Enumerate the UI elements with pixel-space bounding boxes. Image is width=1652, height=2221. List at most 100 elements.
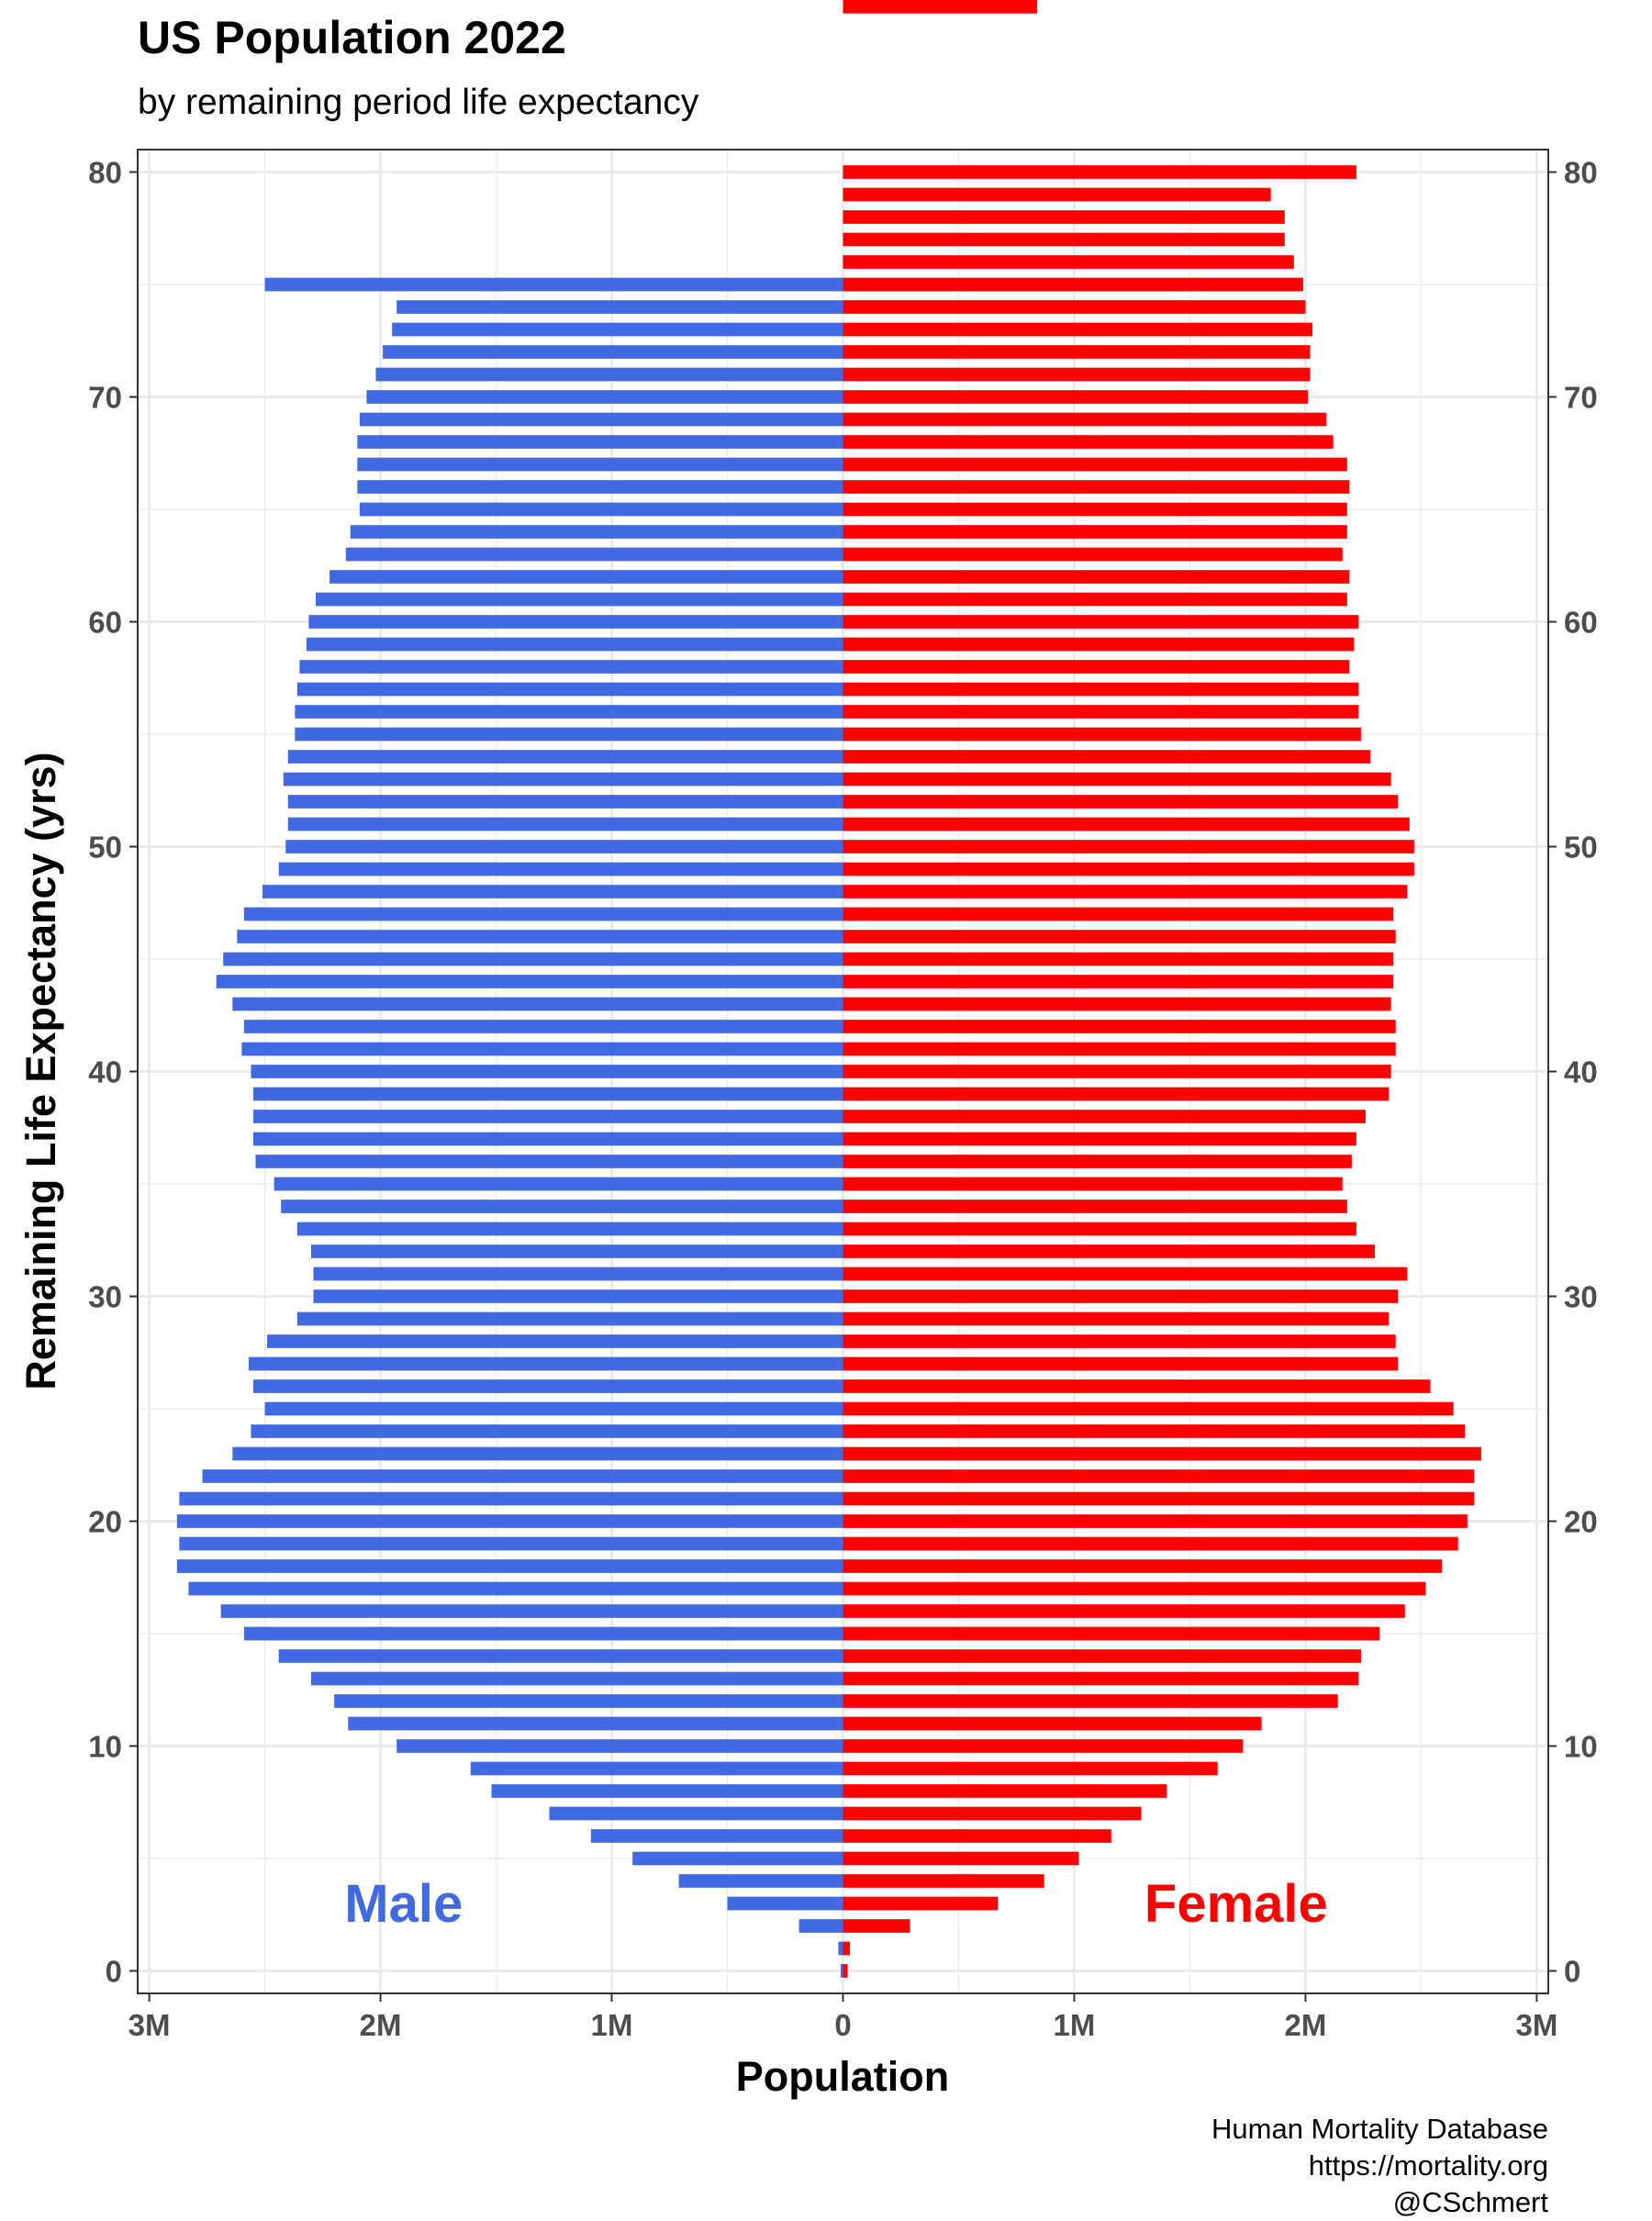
female-bar-51 xyxy=(843,817,1410,831)
male-bar-14 xyxy=(278,1649,843,1663)
female-bar-44 xyxy=(843,975,1394,988)
female-bar-72 xyxy=(843,345,1311,359)
x-tick-label: 3M xyxy=(128,2008,171,2042)
female-bar-54 xyxy=(843,750,1370,764)
male-bar-42 xyxy=(243,1020,843,1033)
female-bar-3 xyxy=(843,1896,999,1911)
male-bar-36 xyxy=(255,1155,843,1168)
female-bar-40 xyxy=(843,1065,1391,1078)
male-bar-59 xyxy=(306,637,843,652)
female-bar-66 xyxy=(843,480,1350,494)
female-bar-71 xyxy=(843,367,1311,382)
male-bar-33 xyxy=(296,1222,843,1236)
male-bar-1 xyxy=(838,1941,843,1956)
female-bar-23 xyxy=(843,1446,1481,1461)
female-bar-79 xyxy=(843,187,1271,202)
female-bar-undefined xyxy=(843,0,1038,14)
female-bar-78 xyxy=(843,210,1285,224)
female-bar-33 xyxy=(843,1222,1356,1236)
female-bar-62 xyxy=(843,570,1350,584)
male-bar-12 xyxy=(334,1694,843,1708)
female-bar-73 xyxy=(843,322,1312,337)
female-bar-10 xyxy=(843,1739,1244,1753)
female-bar-55 xyxy=(843,727,1361,742)
female-bar-2 xyxy=(843,1919,910,1933)
male-bar-63 xyxy=(345,547,843,562)
male-bar-11 xyxy=(348,1716,843,1731)
x-tick-label: 2M xyxy=(1285,2008,1327,2042)
y-axis-left: 0 10 20 30 40 50 60 70 80 xyxy=(88,156,138,1989)
female-bar-57 xyxy=(843,682,1359,697)
y-tick-label-right: 30 xyxy=(1564,1280,1598,1314)
female-bar-5 xyxy=(843,1851,1079,1866)
female-bar-26 xyxy=(843,1379,1431,1393)
x-tick-label: 2M xyxy=(360,2008,402,2042)
male-bar-49 xyxy=(278,862,843,876)
female-bar-38 xyxy=(843,1110,1366,1123)
female-bar-52 xyxy=(843,795,1399,809)
female-bar-59 xyxy=(843,637,1355,652)
female-bar-1 xyxy=(843,1941,851,1956)
male-bar-61 xyxy=(316,592,843,607)
male-bar-0 xyxy=(840,1964,843,1978)
x-axis-title: Population xyxy=(736,2053,949,2100)
male-bar-54 xyxy=(287,750,843,764)
male-bar-47 xyxy=(243,907,843,921)
male-bar-4 xyxy=(678,1874,843,1888)
male-bar-25 xyxy=(264,1401,843,1416)
y-axis-title: Remaining Life Expectancy (yrs) xyxy=(17,752,64,1390)
male-bar-10 xyxy=(396,1739,843,1753)
male-bar-17 xyxy=(188,1581,843,1596)
female-bar-25 xyxy=(843,1401,1454,1416)
y-tick-label-right: 20 xyxy=(1564,1505,1598,1539)
male-bar-22 xyxy=(202,1469,843,1483)
female-bars xyxy=(843,0,1481,1978)
male-bar-70 xyxy=(366,390,843,404)
female-bar-56 xyxy=(843,705,1359,719)
x-tick-label: 1M xyxy=(1054,2008,1096,2042)
y-tick-label-left: 50 xyxy=(88,831,122,865)
male-bar-7 xyxy=(549,1806,843,1821)
male-bar-75 xyxy=(264,277,843,292)
y-tick-label-left: 0 xyxy=(106,1955,122,1989)
male-bar-2 xyxy=(798,1919,843,1933)
female-bar-18 xyxy=(843,1559,1443,1573)
female-bar-76 xyxy=(843,255,1294,269)
male-bar-68 xyxy=(357,435,843,449)
male-bar-65 xyxy=(359,502,843,517)
male-bar-15 xyxy=(243,1626,843,1641)
female-bar-28 xyxy=(843,1334,1396,1348)
female-bar-70 xyxy=(843,390,1308,404)
male-bar-48 xyxy=(262,885,843,898)
male-bar-26 xyxy=(252,1379,843,1393)
female-bar-39 xyxy=(843,1087,1390,1101)
female-bar-45 xyxy=(843,952,1394,966)
female-bar-15 xyxy=(843,1626,1380,1641)
female-bar-20 xyxy=(843,1514,1468,1528)
x-tick-label: 1M xyxy=(591,2008,633,2042)
y-tick-label-right: 60 xyxy=(1564,606,1598,640)
female-bar-13 xyxy=(843,1671,1359,1686)
male-bar-40 xyxy=(251,1065,843,1078)
female-bar-36 xyxy=(843,1155,1352,1168)
male-bar-45 xyxy=(223,952,843,966)
male-annotation: Male xyxy=(344,1874,463,1934)
female-bar-77 xyxy=(843,232,1285,247)
male-bar-34 xyxy=(281,1200,843,1213)
male-bar-50 xyxy=(285,840,843,854)
female-bar-34 xyxy=(843,1200,1347,1213)
female-bar-21 xyxy=(843,1491,1475,1506)
male-bar-31 xyxy=(313,1267,843,1281)
male-bar-58 xyxy=(299,660,843,674)
male-bar-66 xyxy=(357,480,843,494)
y-tick-label-right: 70 xyxy=(1564,381,1598,415)
female-bar-27 xyxy=(843,1356,1399,1371)
male-bar-5 xyxy=(632,1851,843,1866)
x-tick-label: 0 xyxy=(834,2008,851,2042)
chart-title: US Population 2022 xyxy=(138,12,566,63)
female-bar-65 xyxy=(843,502,1347,517)
male-bar-72 xyxy=(383,345,843,359)
female-bar-9 xyxy=(843,1761,1218,1776)
female-bar-29 xyxy=(843,1311,1390,1326)
